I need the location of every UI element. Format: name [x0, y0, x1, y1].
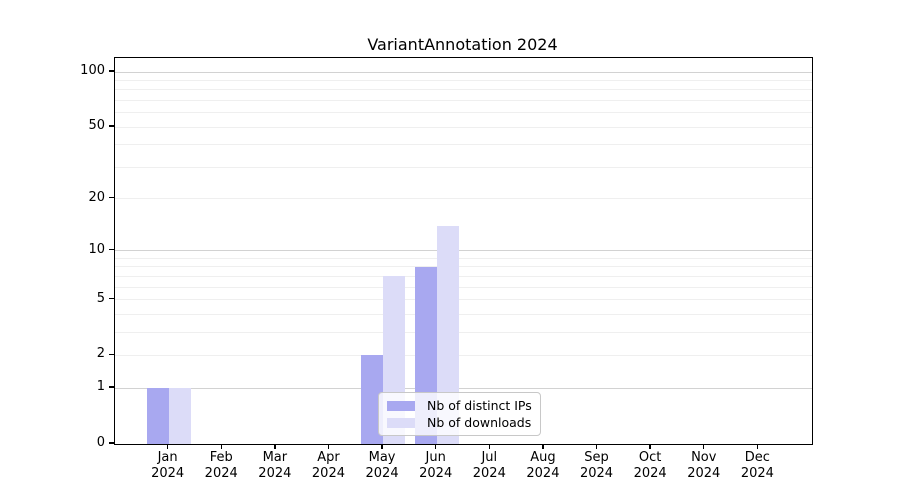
x-tick-label: Jan 2024 [126, 450, 210, 482]
gridline-minor [115, 313, 812, 315]
gridline-minor [115, 266, 812, 268]
legend-item-distinct-ips: Nb of distinct IPs [387, 398, 532, 414]
x-tick-label-month: Jan [157, 450, 178, 465]
x-tick-label-month: Feb [209, 450, 233, 465]
bar-downloads-jun [436, 225, 459, 444]
chart-title: VariantAnnotation 2024 [367, 35, 558, 54]
y-axis-tick [109, 70, 114, 72]
x-tick-label: Oct 2024 [608, 450, 692, 482]
x-axis-tick [166, 444, 169, 449]
y-axis-tick [109, 196, 114, 199]
x-tick-label: Feb 2024 [179, 450, 263, 482]
y-axis-tick [109, 125, 114, 127]
x-tick-label-year: 2024 [687, 466, 721, 481]
x-tick-label-year: 2024 [204, 466, 238, 481]
y-axis-tick [109, 249, 114, 251]
x-tick-label: Mar 2024 [233, 450, 317, 482]
x-tick-label: Aug 2024 [501, 450, 585, 482]
gridline-minor [115, 89, 812, 91]
bar-distinct-ips-may [361, 355, 384, 444]
x-axis-tick [542, 444, 544, 449]
x-axis-tick [327, 444, 330, 449]
y-axis-tick [109, 386, 114, 388]
gridline-minor [115, 275, 812, 277]
gridline-minor [115, 79, 812, 81]
x-tick-label-month: May [368, 450, 396, 465]
y-tick-label: 2 [96, 346, 105, 362]
gridline-minor [115, 299, 812, 301]
x-tick-label-month: Aug [530, 450, 556, 465]
x-tick-label-year: 2024 [365, 466, 399, 481]
gridline-minor [115, 331, 812, 333]
x-tick-label-year: 2024 [258, 466, 292, 481]
x-tick-label-month: Apr [317, 450, 340, 465]
x-tick-label: Apr 2024 [286, 450, 370, 482]
gridline-minor [115, 198, 812, 200]
x-tick-label-year: 2024 [526, 466, 560, 481]
gridline-minor [115, 99, 812, 101]
gridline-major [115, 250, 812, 252]
x-tick-label-month: Dec [744, 450, 770, 465]
y-tick-label: 5 [96, 290, 105, 306]
x-tick-label-year: 2024 [579, 466, 614, 481]
bar-downloads-jan [168, 388, 191, 444]
x-tick-label-month: Jun [425, 450, 446, 465]
x-tick-label-month: Nov [691, 450, 717, 465]
gridline-major [115, 387, 812, 389]
x-tick-label-year: 2024 [311, 466, 345, 481]
bar-distinct-ips-jan [146, 388, 169, 444]
x-axis-tick [381, 444, 383, 449]
x-axis-tick [274, 444, 276, 449]
gridline-minor [115, 126, 812, 128]
y-tick-label: 10 [88, 241, 105, 257]
gridline-minor [115, 112, 812, 114]
gridline-minor [115, 354, 812, 356]
x-axis-tick [649, 444, 651, 449]
x-axis-tick [703, 444, 705, 449]
y-tick-label: 20 [88, 189, 105, 205]
x-tick-label: Jun 2024 [394, 450, 478, 482]
x-tick-label: May 2024 [340, 450, 424, 482]
x-tick-label-month: Mar [262, 450, 288, 465]
y-axis-tick [109, 297, 114, 300]
x-tick-label: Nov 2024 [662, 450, 746, 482]
gridline-minor [115, 144, 812, 146]
legend-label-downloads: Nb of downloads [427, 415, 532, 430]
x-tick-label-month: Oct [638, 450, 662, 465]
y-tick-label: 50 [88, 118, 105, 134]
legend-swatch-downloads-icon [387, 418, 415, 428]
x-axis-tick [488, 444, 490, 449]
gridline-minor [115, 257, 812, 259]
x-axis-tick [595, 444, 598, 449]
x-tick-label-year: 2024 [633, 466, 667, 481]
y-tick-label: 1 [96, 379, 105, 395]
x-tick-label-year: 2024 [151, 466, 185, 481]
x-tick-label-year: 2024 [472, 466, 506, 481]
x-tick-label: Jul 2024 [447, 450, 531, 482]
y-tick-label: 100 [80, 63, 105, 78]
x-tick-label-year: 2024 [740, 466, 774, 481]
legend: Nb of distinct IPs Nb of downloads [378, 392, 541, 436]
gridline-minor [115, 286, 812, 288]
x-axis-tick [220, 444, 222, 449]
x-axis-tick [434, 444, 437, 449]
y-axis-tick [109, 442, 114, 444]
x-tick-label: Dec 2024 [715, 450, 799, 482]
legend-swatch-distinct-ips-icon [387, 401, 415, 411]
gridline-minor [115, 166, 812, 168]
y-axis-tick [109, 353, 114, 356]
gridline-major [115, 71, 812, 73]
x-tick-label-year: 2024 [419, 466, 453, 481]
x-tick-label-month: Jul [481, 450, 498, 465]
plot-area [114, 57, 813, 445]
x-tick-label-month: Sep [584, 450, 609, 465]
x-axis-tick [756, 444, 759, 449]
y-tick-label: 0 [96, 435, 105, 450]
legend-item-downloads: Nb of downloads [387, 415, 532, 431]
x-tick-label: Sep 2024 [555, 450, 639, 482]
legend-label-distinct-ips: Nb of distinct IPs [427, 398, 532, 413]
